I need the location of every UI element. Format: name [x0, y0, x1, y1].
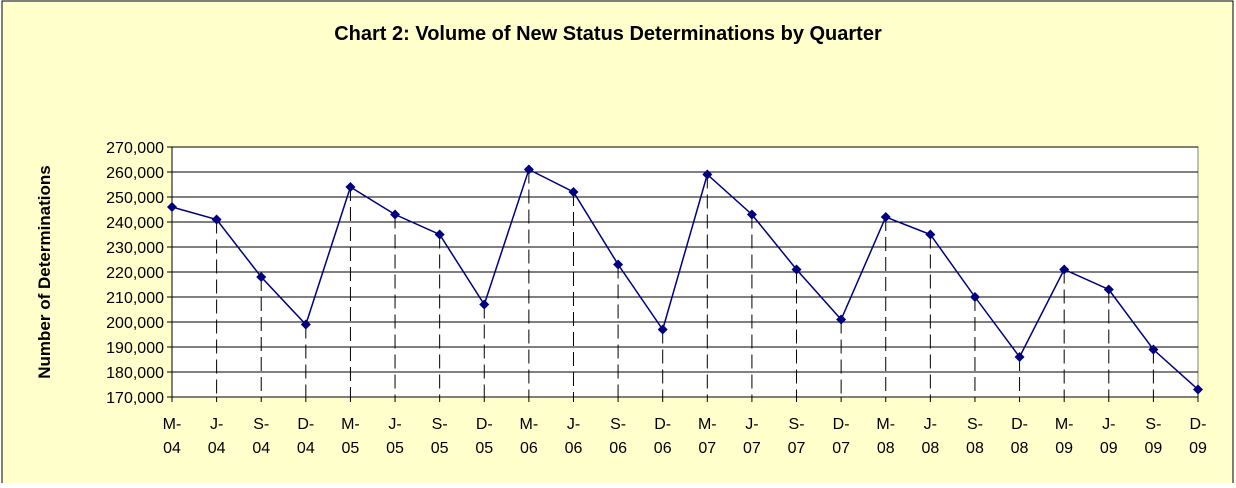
x-tick-label: J-08 [921, 416, 939, 457]
marker [1103, 284, 1114, 295]
x-tick-label: S-07 [788, 416, 806, 457]
y-tick-label: 190,000 [106, 340, 164, 357]
y-tick-label: 250,000 [106, 190, 164, 207]
marker [657, 324, 668, 335]
marker [969, 292, 980, 302]
marker [1148, 344, 1159, 355]
y-tick-label: 180,000 [106, 365, 164, 382]
marker [613, 259, 624, 270]
x-tick-label: J-07 [743, 416, 761, 457]
marker [1014, 352, 1025, 362]
x-tick-label: M-08 [876, 416, 895, 457]
y-tick-label: 270,000 [106, 140, 164, 157]
y-axis-title: Number of Determinations [35, 165, 54, 378]
marker [167, 202, 177, 212]
x-tick-label: S-06 [609, 416, 627, 457]
marker [390, 209, 401, 220]
x-tick-label: S-09 [1144, 416, 1162, 457]
x-tick-label: D-05 [475, 416, 493, 457]
x-tick-label: S-08 [966, 416, 984, 457]
x-tick-label: J-06 [565, 416, 583, 457]
y-tick-label: 170,000 [106, 390, 164, 407]
x-tick-label: M-05 [341, 416, 360, 457]
x-tick-label: D-06 [654, 416, 672, 457]
marker [434, 229, 445, 240]
marker [925, 229, 936, 240]
y-tick-label: 230,000 [106, 240, 164, 257]
marker [1193, 384, 1203, 395]
x-tick-label: D-07 [832, 416, 850, 457]
y-tick-label: 210,000 [106, 290, 164, 307]
marker [1059, 264, 1070, 275]
marker [479, 299, 490, 310]
marker [256, 272, 267, 282]
marker [746, 209, 757, 220]
y-tick-label: 220,000 [106, 265, 164, 282]
marker [836, 314, 847, 325]
x-tick-label: D-08 [1011, 416, 1029, 457]
x-tick-label: D-09 [1189, 416, 1207, 457]
x-tick-label: J-09 [1100, 416, 1118, 457]
x-tick-label: M-09 [1055, 416, 1074, 457]
marker [568, 187, 579, 197]
marker [211, 214, 222, 225]
x-tick-label: D-04 [297, 416, 315, 457]
x-tick-label: J-05 [386, 416, 404, 457]
x-tick-label: M-04 [163, 416, 182, 457]
marker [702, 169, 713, 180]
marker [300, 319, 311, 330]
marker [523, 164, 534, 175]
x-tick-label: M-06 [520, 416, 539, 457]
x-tick-label: S-05 [431, 416, 449, 457]
series-line [171, 168, 1199, 391]
marker [880, 212, 891, 222]
x-tick-label: S-04 [252, 416, 270, 457]
x-tick-label: J-04 [208, 416, 226, 457]
y-tick-label: 200,000 [106, 315, 164, 332]
x-tick-label: M-07 [698, 416, 717, 457]
y-tick-label: 240,000 [106, 215, 164, 232]
y-tick-label: 260,000 [106, 165, 164, 182]
chart-title: Chart 2: Volume of New Status Determinat… [334, 23, 882, 45]
marker [791, 264, 802, 275]
marker [345, 182, 356, 192]
